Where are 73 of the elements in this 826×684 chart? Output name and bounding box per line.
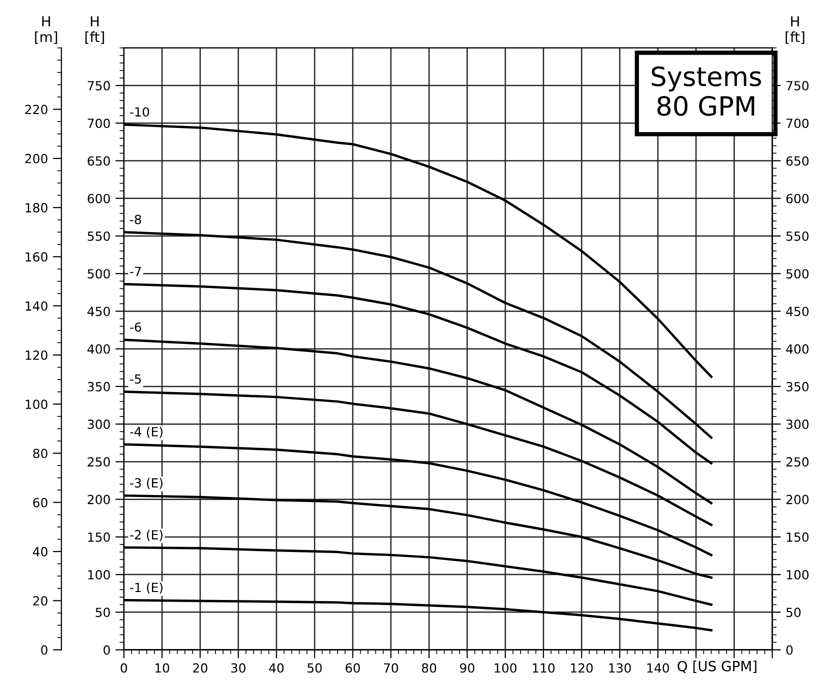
- y-tick-label: 400: [87, 344, 110, 354]
- series-label: -3 (E): [130, 478, 162, 490]
- y-axis-title: H [ft]: [85, 16, 104, 44]
- y2-tick-label: 300: [786, 420, 809, 430]
- y2-tick-label: 150: [786, 532, 809, 542]
- series-label: -4 (E): [130, 426, 162, 438]
- y3-axis-title: H [m]: [35, 16, 58, 44]
- annotation: Systems 80 GPM: [652, 66, 761, 116]
- series-label: -1 (E): [130, 582, 162, 594]
- y3-tick-label: 0: [41, 645, 48, 655]
- y3-tick-label: 100: [26, 400, 48, 410]
- y2-tick-label: 50: [786, 608, 801, 618]
- x-tick-label: 60: [346, 663, 360, 673]
- y3-tick-label: 180: [26, 203, 48, 212]
- series-label: -8: [130, 214, 142, 224]
- y3-tick-label: 80: [33, 448, 48, 458]
- y3-tick-label: 20: [33, 596, 48, 606]
- y2-tick-label: 500: [786, 269, 809, 279]
- series-label: -5: [130, 374, 141, 384]
- series-label: -2 (E): [130, 530, 162, 541]
- y2-tick-label: 400: [786, 344, 809, 354]
- y-tick-label: 300: [88, 420, 110, 430]
- y2-axis-title: H [ft]: [786, 16, 804, 44]
- y2-tick-label: 550: [786, 231, 809, 241]
- y-tick-label: 550: [88, 231, 110, 241]
- y-tick-label: 750: [88, 80, 110, 90]
- y2-tick-label: 650: [786, 156, 809, 166]
- y-tick-label: 500: [88, 269, 110, 279]
- series-label: -10: [130, 107, 150, 117]
- y2-tick-label: 600: [786, 194, 809, 204]
- x-tick-label: 0: [120, 663, 128, 673]
- y-tick-label: 100: [88, 570, 110, 580]
- y-tick-label: 700: [88, 118, 110, 128]
- y-tick-label: 50: [96, 608, 110, 618]
- y3-tick-label: 200: [25, 154, 48, 164]
- x-tick-label: 80: [422, 663, 436, 673]
- y3-tick-label: 140: [26, 301, 48, 311]
- y-tick-label: 650: [88, 156, 110, 166]
- x-tick-label: 10: [155, 663, 170, 673]
- x-tick-label: 90: [460, 663, 474, 673]
- y3-tick-label: 120: [26, 350, 48, 360]
- y-tick-label: 0: [104, 645, 110, 655]
- y-tick-label: 450: [87, 306, 110, 316]
- y3-tick-label: 220: [25, 104, 48, 114]
- y-tick-label: 350: [88, 382, 110, 392]
- y-tick-label: 600: [88, 194, 110, 204]
- y2-tick-label: 250: [786, 457, 809, 467]
- y2-tick-label: 100: [786, 570, 809, 580]
- y2-tick-label: 350: [786, 382, 809, 392]
- x-tick-label: 20: [193, 663, 208, 673]
- x-tick-label: 50: [308, 663, 322, 673]
- x-tick-label: 120: [571, 663, 593, 673]
- series-label: -6: [130, 322, 142, 332]
- x-tick-label: 30: [231, 663, 246, 673]
- y2-tick-label: 0: [786, 645, 793, 655]
- x-tick-label: 130: [609, 663, 631, 673]
- y3-tick-label: 160: [26, 252, 48, 262]
- y2-tick-label: 750: [786, 80, 809, 90]
- y-tick-label: 250: [88, 457, 110, 467]
- x-tick-label: 100: [494, 663, 516, 673]
- x-tick-label: 110: [532, 663, 555, 673]
- x-axis-title: Q [US GPM]: [678, 660, 756, 674]
- y2-tick-label: 700: [786, 118, 809, 128]
- y2-tick-label: 200: [786, 494, 809, 504]
- y3-tick-label: 60: [33, 498, 48, 508]
- y3-tick-label: 40: [32, 547, 48, 556]
- y-tick-label: 150: [88, 532, 110, 542]
- series-label: -7: [130, 266, 141, 276]
- y2-tick-label: 450: [786, 306, 809, 316]
- x-tick-label: 70: [384, 663, 398, 673]
- y-tick-label: 200: [88, 494, 110, 504]
- x-tick-label: 140: [647, 663, 669, 673]
- x-tick-label: 40: [269, 663, 284, 673]
